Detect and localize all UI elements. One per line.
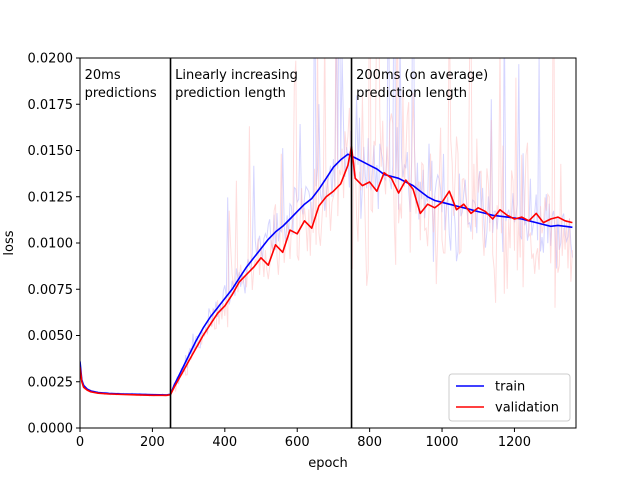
x-tick-label: 400 bbox=[212, 435, 237, 450]
y-tick-label: 0.0025 bbox=[28, 375, 74, 390]
y-tick-label: 0.0150 bbox=[28, 144, 74, 159]
phase-dividers bbox=[169, 58, 353, 428]
phase-annotation: Linearly increasing prediction length bbox=[175, 68, 298, 101]
phase-annotation-line: 200ms (on average) bbox=[356, 68, 488, 83]
phase-annotation-line: 20ms bbox=[85, 68, 121, 83]
phase-annotation-line: Linearly increasing bbox=[175, 68, 298, 83]
validation-line bbox=[80, 146, 573, 397]
y-tick-label: 0.0175 bbox=[28, 98, 74, 113]
y-tick-label: 0.0200 bbox=[28, 52, 74, 67]
phase-annotation-line: prediction length bbox=[356, 86, 467, 101]
legend-label-validation: validation bbox=[495, 401, 559, 416]
phase-annotation: 20ms predictions bbox=[85, 68, 157, 101]
x-axis-label: epoch bbox=[308, 456, 348, 471]
x-tick-label: 1200 bbox=[498, 435, 531, 450]
plot-area bbox=[79, 57, 577, 429]
y-tick-label: 0.0100 bbox=[28, 237, 74, 252]
y-axis-ticks: 0.0000 0.0025 0.0050 0.0075 0.0100 0.0125 0.01… bbox=[28, 52, 80, 437]
x-tick-label: 0 bbox=[76, 435, 84, 450]
x-tick-label: 600 bbox=[285, 435, 310, 450]
x-tick-label: 200 bbox=[140, 435, 165, 450]
y-tick-label: 0.0075 bbox=[28, 283, 74, 298]
legend: train validation bbox=[448, 373, 571, 422]
phase-annotation-line: predictions bbox=[85, 86, 157, 101]
phase-annotation-line: prediction length bbox=[175, 86, 286, 101]
legend-label-train: train bbox=[495, 380, 525, 395]
smoothed-curves bbox=[80, 146, 573, 397]
phase-annotation: 200ms (on average) prediction length bbox=[356, 68, 488, 101]
x-tick-label: 1000 bbox=[425, 435, 458, 450]
y-tick-label: 0.0050 bbox=[28, 329, 74, 344]
x-tick-label: 800 bbox=[357, 435, 382, 450]
x-axis-ticks: 0 200 400 600 800 1000 1200 bbox=[76, 428, 531, 450]
phase-annotations: 20ms predictions Linearly increasing predic… bbox=[85, 68, 489, 101]
y-tick-label: 0.0125 bbox=[28, 190, 74, 205]
y-axis-label: loss bbox=[2, 230, 17, 255]
y-tick-label: 0.0000 bbox=[28, 422, 74, 437]
